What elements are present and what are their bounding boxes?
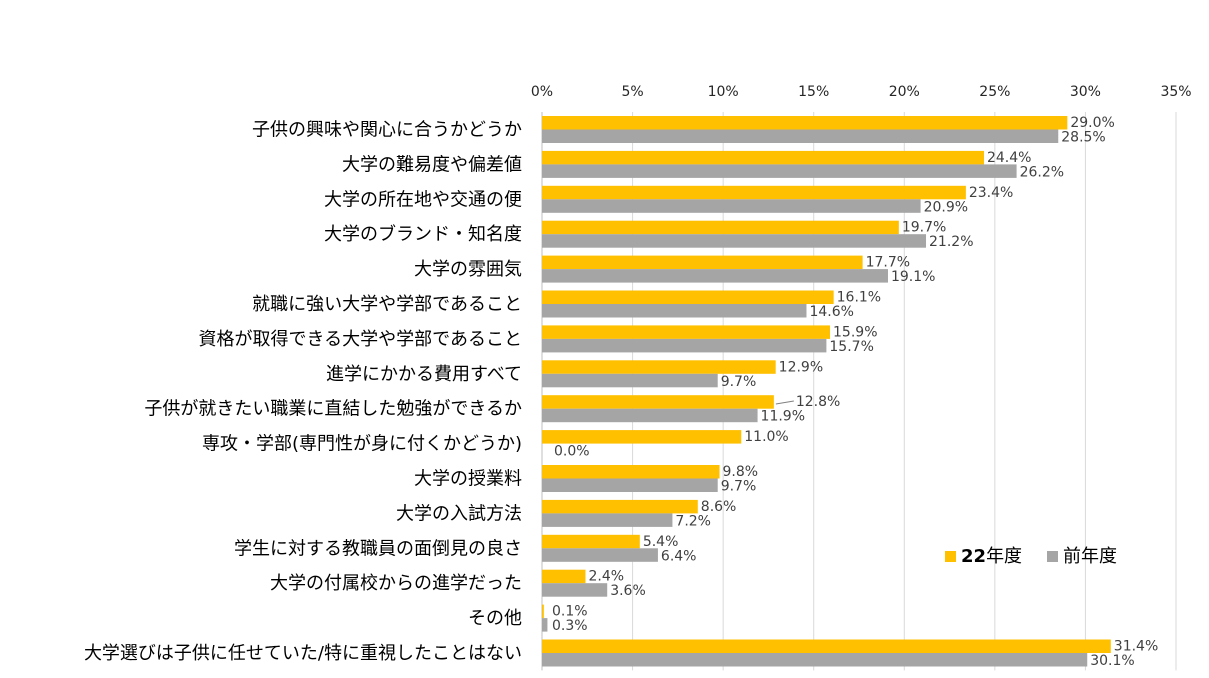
data-label-current-year: 0.1%: [552, 604, 588, 620]
bar-previous-year: [542, 304, 807, 318]
data-label-current-year: 12.9%: [779, 359, 823, 375]
category-label: 大学の所在地や交通の便: [324, 189, 522, 210]
x-tick-label: 20%: [889, 84, 920, 100]
bar-previous-year: [542, 478, 718, 492]
category-label: 大学のブランド・知名度: [324, 223, 522, 245]
bar-current-year: [542, 395, 774, 409]
data-label-previous-year: 19.1%: [891, 269, 935, 285]
data-label-previous-year: 9.7%: [721, 479, 757, 495]
data-label-previous-year: 14.6%: [809, 304, 853, 320]
bar-previous-year: [542, 513, 673, 527]
bar-current-year: [542, 290, 834, 304]
data-label-current-year: 12.8%: [796, 394, 840, 410]
legend-swatch-current-year: [945, 551, 956, 562]
bar-previous-year: [542, 269, 888, 283]
bar-previous-year: [542, 129, 1059, 143]
bar-current-year: [542, 220, 899, 235]
legend-label-current-year: 22年度: [961, 546, 1022, 567]
bar-previous-year: [542, 338, 827, 353]
x-tick-label: 5%: [621, 84, 643, 100]
bar-current-year: [542, 360, 776, 374]
data-label-previous-year: 21.2%: [929, 234, 973, 250]
category-label: 専攻・学部(専門性が身に付くかどうか): [202, 434, 522, 455]
category-label: 大学の入試方法: [396, 503, 522, 524]
bar-current-year: [542, 430, 742, 444]
data-label-previous-year: 30.1%: [1090, 653, 1134, 669]
data-label-current-year: 8.6%: [701, 499, 737, 515]
bar-current-year: [542, 255, 863, 270]
data-label-current-year: 23.4%: [969, 185, 1013, 201]
data-label-current-year: 16.1%: [837, 290, 881, 306]
x-tick-label: 15%: [798, 84, 829, 100]
bar-previous-year: [542, 583, 608, 597]
x-tick-label: 0%: [531, 84, 553, 100]
bar-current-year: [542, 639, 1111, 653]
category-label: 子供が就きたい職業に直結した勉強ができるか: [144, 399, 522, 420]
category-label: 大学の雰囲気: [414, 259, 522, 280]
bar-current-year: [542, 465, 720, 479]
data-label-current-year: 24.4%: [987, 150, 1031, 166]
data-label-previous-year: 6.4%: [661, 548, 697, 564]
x-tick-label: 30%: [1070, 84, 1101, 100]
data-label-previous-year: 0.0%: [554, 444, 590, 460]
data-label-previous-year: 7.2%: [675, 513, 711, 529]
data-label-current-year: 15.9%: [833, 324, 877, 340]
data-label-current-year: 29.0%: [1070, 115, 1114, 131]
bar-previous-year: [542, 548, 658, 562]
category-label: 大学の授業料: [414, 469, 522, 490]
category-label: 大学選びは子供に任せていた/特に重視したことはない: [84, 643, 522, 664]
data-label-current-year: 19.7%: [902, 220, 946, 236]
x-tick-label: 25%: [979, 84, 1010, 100]
bar-previous-year: [542, 199, 921, 213]
bar-previous-year: [542, 373, 718, 388]
data-label-previous-year: 9.7%: [721, 374, 757, 390]
x-tick-label: 10%: [708, 84, 739, 100]
category-label: 大学の難易度や偏差値: [342, 154, 522, 175]
data-label-current-year: 2.4%: [588, 569, 624, 585]
bar-previous-year: [542, 234, 927, 248]
legend-label-previous-year: 前年度: [1063, 546, 1117, 567]
data-label-leader-line: [775, 400, 794, 405]
x-tick-label: 35%: [1160, 84, 1191, 100]
bar-current-year: [542, 604, 544, 619]
category-label: 資格が取得できる大学や学部であること: [199, 329, 522, 350]
bar-current-year: [542, 569, 586, 584]
category-label: 大学の付属校からの進学だった: [270, 573, 522, 594]
bar-current-year: [542, 534, 640, 549]
category-label: その他: [468, 608, 522, 629]
category-label: 学生に対する教職員の面倒見の良さ: [234, 538, 522, 559]
bar-previous-year: [542, 618, 548, 632]
category-label: 進学にかかる費用すべて: [326, 364, 522, 385]
data-label-previous-year: 15.7%: [829, 339, 873, 355]
data-label-previous-year: 11.9%: [761, 409, 805, 425]
bar-current-year: [542, 325, 831, 339]
bar-current-year: [542, 116, 1068, 130]
data-label-previous-year: 20.9%: [924, 199, 968, 215]
bar-previous-year: [542, 408, 758, 423]
bar-current-year: [542, 499, 698, 514]
bar-previous-year: [542, 653, 1088, 667]
data-label-current-year: 17.7%: [866, 255, 910, 271]
data-label-current-year: 11.0%: [744, 429, 788, 445]
data-label-previous-year: 28.5%: [1061, 130, 1105, 146]
data-label-previous-year: 3.6%: [610, 583, 646, 599]
bar-previous-year: [542, 164, 1017, 178]
bar-current-year: [542, 185, 966, 200]
data-label-current-year: 5.4%: [643, 534, 679, 550]
category-label: 就職に強い大学や学部であること: [252, 294, 522, 315]
data-label-previous-year: 0.3%: [552, 618, 588, 634]
data-label-current-year: 31.4%: [1114, 639, 1158, 655]
data-label-current-year: 9.8%: [723, 464, 759, 480]
bar-current-year: [542, 150, 984, 165]
category-label: 子供の興味や関心に合うかどうか: [252, 120, 522, 141]
legend-swatch-previous-year: [1047, 551, 1058, 562]
data-label-previous-year: 26.2%: [1020, 164, 1064, 180]
